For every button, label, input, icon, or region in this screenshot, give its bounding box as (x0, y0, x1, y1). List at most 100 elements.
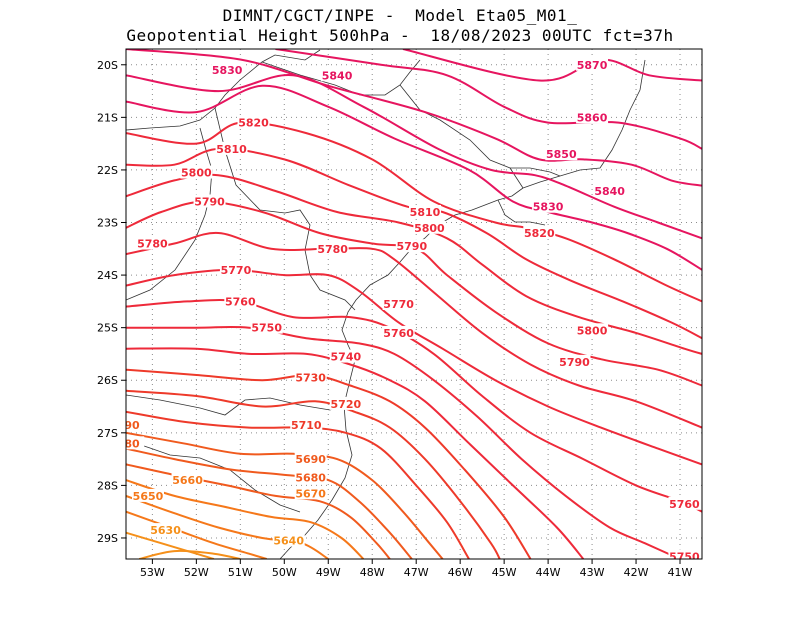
contour-label: 5630 (150, 524, 181, 537)
contour-label: 5760 (383, 327, 414, 340)
contour-label-bg (272, 533, 305, 547)
contour-label-bg (408, 204, 441, 218)
contour-label-bg (321, 68, 354, 82)
contour-label-bg (136, 236, 169, 250)
contour-label-bg (126, 417, 145, 431)
contour-5730 (126, 368, 532, 559)
contour-label-bg (171, 473, 204, 487)
x-tick-label: 41W (668, 566, 693, 579)
contour-5700 (126, 431, 444, 559)
contour-label-bg (329, 349, 362, 363)
contour-5740 (126, 347, 585, 559)
coastline (279, 187, 524, 559)
contour-label-bg (545, 147, 578, 161)
x-tick-label: 45W (492, 566, 517, 579)
contour-labels: 5870 5840 5830 5860 5820 5850 5810 5800 5840 5790… (117, 57, 701, 563)
contour-label-bg (219, 262, 252, 276)
contour-5720 (126, 389, 501, 559)
contour-5640 (126, 531, 215, 559)
contour-label: 5840 (322, 69, 353, 82)
y-tick-label: 23S (97, 217, 118, 230)
contour-label-bg (382, 325, 415, 339)
contour-5630 (138, 549, 241, 559)
contour-label: 5770 (221, 264, 252, 277)
y-tick-label: 28S (97, 479, 118, 492)
contour-5710 (126, 410, 470, 559)
contour-label: 5800 (181, 167, 212, 180)
contour-5670 (126, 479, 365, 559)
contour-5850 (126, 49, 702, 187)
contour-label-bg (395, 239, 428, 253)
contour-label: 5820 (238, 117, 269, 130)
contour-label: 5730 (295, 372, 326, 385)
contour-5690 (126, 447, 413, 559)
contour-5830 (126, 84, 702, 271)
contour-label-bg (413, 220, 446, 234)
border-line (126, 394, 345, 416)
contour-label: 5800 (577, 324, 608, 337)
chart-title-line1: DIMNT/CGCT/INPE - Model Eta05_M01_ (222, 6, 578, 25)
contour-label: 5790 (559, 356, 590, 369)
border-line (261, 59, 421, 96)
axis-ticks: 53W 52W 51W 50W 49W 48W 47W 46W 45W 44W 43W 42W 41W 2… (97, 59, 693, 579)
contour-label: 5840 (594, 185, 625, 198)
contour-label: 5750 (669, 550, 700, 563)
contour-label: 5790 (396, 240, 427, 253)
x-tick-label: 53W (140, 566, 165, 579)
contour-label-bg (558, 354, 591, 368)
contour-label-bg (523, 226, 556, 240)
y-tick-label: 29S (97, 532, 118, 545)
contour-label-bg (294, 370, 327, 384)
contour-label: 5670 (295, 487, 326, 500)
contour-label-bg (576, 110, 609, 124)
y-tick-label: 25S (97, 322, 118, 335)
contour-label: 690 (117, 419, 140, 432)
contour-label-bg (290, 417, 323, 431)
contour-5780 (126, 231, 702, 429)
contour-label: 5710 (291, 419, 322, 432)
y-tick-label: 26S (97, 374, 118, 387)
y-tick-label: 27S (97, 427, 118, 440)
y-tick-label: 22S (97, 164, 118, 177)
contour-label: 5640 (273, 535, 304, 548)
contour-label-bg (294, 452, 327, 466)
x-tick-label: 52W (184, 566, 209, 579)
contour-5840 (126, 74, 702, 240)
contour-label: 5820 (524, 227, 555, 240)
contour-label-bg (131, 488, 164, 502)
contour-label-bg (224, 294, 257, 308)
contour-label-bg (532, 199, 565, 213)
contour-label: 5770 (383, 298, 414, 311)
y-tick-label: 20S (97, 59, 118, 72)
contour-label-bg (215, 141, 248, 155)
contour-label-bg (329, 396, 362, 410)
x-tick-label: 46W (448, 566, 473, 579)
border-line (126, 127, 213, 301)
contour-label: 5850 (546, 148, 577, 161)
contour-label-bg (193, 194, 226, 208)
contour-label-bg (593, 183, 626, 197)
x-tick-label: 47W (404, 566, 429, 579)
contour-label: 5830 (533, 201, 564, 214)
contour-label-bg (668, 549, 701, 559)
contour-label-bg (576, 323, 609, 337)
contour-label: 5870 (577, 59, 608, 72)
contour-label-bg (316, 241, 349, 255)
contour-label: 5650 (133, 490, 164, 503)
contour-5820 (126, 121, 702, 303)
x-tick-label: 42W (624, 566, 649, 579)
contour-label-bg (149, 523, 182, 537)
border-line (126, 49, 321, 131)
contour-label-bg (250, 320, 283, 334)
contour-label-bg (576, 57, 609, 71)
contour-label-bg (211, 63, 244, 77)
contour-label-bg (126, 436, 145, 450)
contour-label-bg (237, 115, 270, 129)
contour-label: 5690 (295, 453, 326, 466)
contour-label: 5740 (331, 351, 362, 364)
plot-frame (125, 48, 703, 560)
contour-5800 (126, 173, 702, 355)
y-tick-label: 21S (97, 111, 118, 124)
contour-label-bg (180, 165, 213, 179)
